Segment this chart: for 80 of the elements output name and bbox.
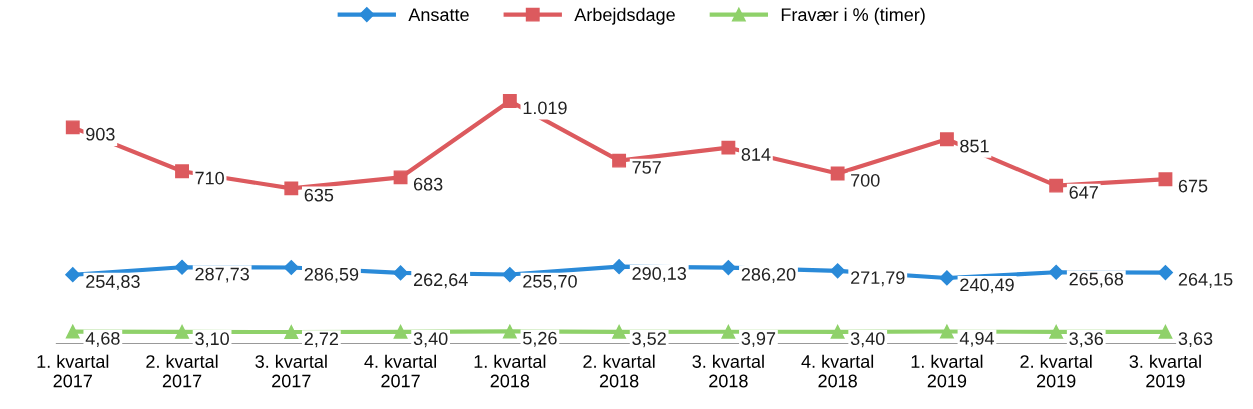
data-label: 3,97 [741, 332, 776, 348]
point [393, 170, 408, 185]
point [1157, 265, 1174, 281]
data-label: 271,79 [851, 271, 905, 287]
legend-label: Ansatte [408, 8, 469, 22]
point [393, 265, 409, 281]
point [502, 266, 518, 283]
data-label: 254,83 [86, 275, 140, 291]
x-tick-label: 4. kvartal 2017 [364, 354, 436, 388]
x-tick-label: 2. kvartal 2018 [583, 354, 655, 388]
point [65, 120, 80, 135]
x-tick-label: 1. kvartal 2017 [37, 354, 109, 388]
x-tick-label: 3. kvartal 2019 [1129, 354, 1201, 388]
data-label: 240,49 [960, 278, 1014, 294]
point [939, 270, 955, 286]
x-tick-label: 2. kvartal 2017 [146, 354, 218, 388]
x-tick-label: 1. kvartal 2018 [474, 354, 546, 388]
point [1158, 324, 1173, 339]
point [1049, 178, 1064, 193]
data-label: 3,10 [195, 332, 229, 348]
x-tick-label: 3. kvartal 2017 [255, 354, 327, 388]
data-label: 3,63 [1178, 332, 1213, 348]
point [720, 260, 736, 276]
data-label: 5,26 [523, 331, 557, 347]
data-label: 264,15 [1178, 273, 1233, 288]
point [502, 94, 517, 109]
legend-label: Arbejdsdage [574, 7, 675, 25]
data-label: 1.019 [523, 101, 567, 115]
point [939, 324, 954, 339]
data-label: 647 [1069, 186, 1098, 199]
data-label: 286,59 [304, 267, 359, 283]
data-label: 286,20 [741, 267, 796, 283]
point [1048, 264, 1064, 280]
point [1158, 172, 1173, 187]
data-label: 757 [632, 161, 661, 174]
x-tick-label: 4. kvartal 2018 [801, 354, 874, 388]
point [65, 324, 80, 339]
data-label: 675 [1178, 179, 1208, 193]
data-label: 3,52 [632, 332, 666, 348]
point [612, 324, 627, 339]
data-label: 851 [960, 139, 989, 153]
data-label: 814 [741, 148, 771, 161]
point [175, 324, 189, 339]
point [1049, 324, 1064, 339]
data-label: 3,36 [1069, 332, 1104, 348]
data-label: 3,40 [413, 332, 448, 348]
point [175, 164, 189, 179]
point [284, 181, 299, 196]
data-label: 710 [195, 171, 224, 185]
point [611, 259, 627, 275]
legend-label: Fravær i % (timer) [781, 7, 925, 25]
data-label: 287,73 [195, 267, 249, 283]
data-label: 262,64 [413, 273, 468, 289]
data-label: 265,68 [1069, 272, 1124, 288]
x-tick-label: 2. kvartal 2019 [1020, 354, 1092, 388]
point [939, 132, 954, 147]
data-label: 700 [851, 173, 880, 187]
data-label: 2,72 [304, 332, 339, 348]
data-label: 4,68 [85, 331, 120, 347]
data-label: 635 [304, 188, 334, 202]
point [502, 324, 517, 339]
data-label: 903 [86, 127, 115, 141]
point [721, 324, 736, 339]
data-label: 290,13 [632, 267, 687, 283]
point [721, 140, 736, 155]
x-tick-label: 3. kvartal 2018 [692, 354, 764, 388]
data-label: 4,94 [959, 331, 995, 347]
data-label: 255,70 [523, 274, 577, 290]
x-tick-label: 1. kvartal 2019 [911, 354, 983, 388]
point [284, 325, 299, 339]
data-label: 3,40 [850, 332, 885, 348]
point [393, 324, 408, 339]
point [174, 259, 190, 275]
point [283, 259, 299, 276]
point [830, 166, 845, 181]
point [65, 267, 81, 283]
point [612, 153, 627, 168]
point [830, 324, 845, 339]
data-label: 683 [413, 177, 443, 191]
point [830, 263, 846, 279]
